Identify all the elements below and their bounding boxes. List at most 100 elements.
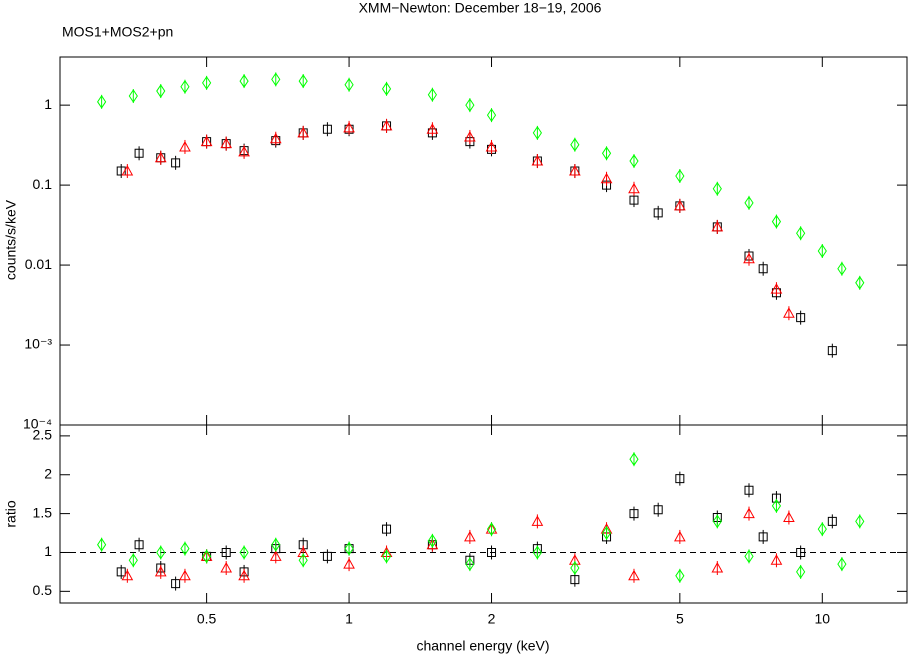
data-point	[381, 549, 392, 564]
data-point	[629, 195, 639, 205]
data-point	[817, 522, 827, 537]
data-point	[531, 155, 544, 166]
data-point	[238, 145, 250, 157]
data-point	[711, 220, 724, 232]
data-point	[271, 537, 281, 552]
y-tick-label: 1	[44, 96, 52, 112]
chart-subtitle: MOS1+MOS2+pn	[62, 24, 173, 40]
data-point	[427, 128, 437, 138]
data-point	[711, 561, 724, 573]
data-point	[783, 307, 795, 318]
data-point	[796, 313, 806, 323]
data-point	[600, 172, 613, 184]
data-point	[344, 541, 354, 556]
data-point	[465, 137, 475, 147]
data-point	[601, 526, 612, 540]
data-point	[238, 569, 250, 581]
data-point	[486, 108, 497, 123]
data-point	[712, 514, 722, 529]
data-point	[744, 195, 754, 210]
data-point	[570, 137, 580, 152]
plot-frame	[59, 56, 908, 426]
data-point	[180, 79, 190, 94]
data-point	[134, 540, 144, 550]
data-point	[220, 137, 233, 149]
data-point	[271, 544, 281, 554]
data-point	[221, 547, 231, 557]
data-point	[220, 561, 233, 573]
data-point	[128, 89, 138, 103]
data-point	[427, 87, 438, 102]
data-point	[770, 554, 783, 565]
plot-frame	[59, 424, 908, 604]
data-point	[154, 565, 167, 577]
data-point	[427, 533, 438, 548]
data-point	[343, 558, 355, 569]
data-point	[817, 244, 827, 258]
data-point	[298, 74, 308, 88]
data-point	[628, 569, 640, 581]
data-point	[758, 264, 768, 274]
data-point	[380, 119, 393, 131]
data-point	[322, 551, 332, 561]
data-point	[744, 485, 754, 495]
data-point	[179, 140, 191, 152]
x-axis-label: channel energy (keV)	[416, 638, 549, 654]
data-point	[121, 569, 134, 581]
data-point	[97, 94, 107, 109]
data-point	[744, 549, 754, 564]
data-point	[156, 545, 166, 560]
data-point	[156, 563, 166, 573]
data-point	[570, 575, 580, 585]
y-tick-label: 2	[44, 465, 52, 481]
data-point	[743, 252, 755, 264]
data-point	[675, 169, 685, 183]
data-point	[783, 511, 795, 522]
x-tick-label: 5	[676, 611, 684, 627]
data-point	[116, 567, 126, 577]
data-point	[675, 474, 685, 484]
data-point	[134, 148, 144, 158]
data-point	[343, 121, 355, 133]
y-tick-label: 10⁻⁴	[23, 416, 52, 432]
data-point	[629, 452, 639, 467]
data-point	[239, 545, 249, 560]
y-axis-label: counts/s/keV	[3, 199, 19, 280]
data-point	[171, 158, 181, 168]
data-point	[180, 541, 190, 556]
x-tick-label: 0.5	[197, 611, 217, 627]
data-point	[796, 226, 806, 241]
data-point	[465, 557, 475, 572]
y-tick-label: 0.01	[25, 256, 52, 272]
data-point	[532, 545, 542, 560]
data-point	[743, 507, 755, 519]
data-point	[532, 125, 542, 140]
data-point	[855, 275, 865, 290]
data-point	[121, 164, 134, 176]
data-point	[156, 84, 166, 98]
data-point	[179, 569, 191, 581]
data-point	[629, 154, 639, 168]
data-point	[154, 151, 167, 163]
data-point	[426, 123, 439, 134]
x-tick-label: 1	[345, 611, 353, 627]
y-tick-label: 0.1	[33, 176, 53, 192]
y-tick-label: 1	[44, 543, 52, 559]
data-point	[653, 505, 663, 515]
data-point	[758, 532, 768, 542]
data-point	[298, 553, 308, 568]
x-tick-label: 2	[488, 611, 496, 627]
data-point	[344, 77, 354, 92]
data-point	[382, 524, 392, 534]
data-point	[796, 547, 806, 557]
data-point	[202, 75, 212, 90]
data-point	[297, 126, 310, 138]
y-tick-label: 2.5	[33, 427, 53, 443]
data-point	[381, 81, 392, 96]
data-point	[673, 199, 686, 211]
data-point	[569, 164, 581, 176]
data-point	[322, 124, 332, 134]
data-point	[171, 579, 181, 589]
data-point	[298, 540, 308, 550]
data-point	[673, 530, 686, 542]
